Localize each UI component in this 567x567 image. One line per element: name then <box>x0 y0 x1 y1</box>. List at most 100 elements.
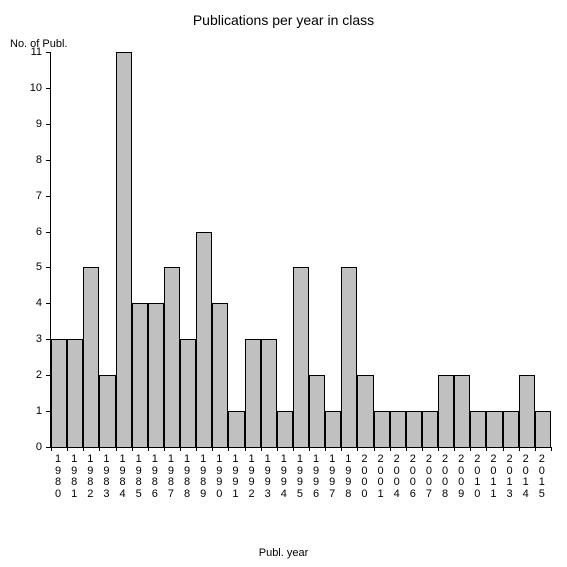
bar <box>132 303 148 447</box>
bar <box>196 232 212 447</box>
y-tick-label: 6 <box>36 226 42 238</box>
x-tick <box>422 447 423 451</box>
bar <box>486 411 502 447</box>
bar <box>83 267 99 447</box>
y-tick-label: 0 <box>36 441 42 453</box>
bar <box>470 411 486 447</box>
x-labels-group: 1980198119821983198419851986198719881989… <box>50 452 550 500</box>
bar <box>438 375 454 447</box>
y-tick-label: 10 <box>30 82 42 94</box>
x-tick <box>116 447 117 451</box>
x-tick <box>454 447 455 451</box>
x-tick-label: 2006 <box>405 452 421 500</box>
x-tick-label: 1991 <box>227 452 243 500</box>
x-tick-label: 1982 <box>82 452 98 500</box>
x-tick-label: 1990 <box>211 452 227 500</box>
y-tick-label: 8 <box>36 154 42 166</box>
bar <box>212 303 228 447</box>
x-tick-label: 2011 <box>485 452 501 500</box>
bar <box>180 339 196 447</box>
x-tick-label: 1988 <box>179 452 195 500</box>
x-tick-label: 1997 <box>324 452 340 500</box>
y-tick <box>46 339 51 340</box>
x-tick <box>83 447 84 451</box>
y-tick-label: 3 <box>36 333 42 345</box>
x-tick <box>325 447 326 451</box>
x-tick-label: 1993 <box>260 452 276 500</box>
x-tick <box>277 447 278 451</box>
y-tick-label: 5 <box>36 261 42 273</box>
bar <box>67 339 83 447</box>
chart-container: Publications per year in class No. of Pu… <box>0 0 567 567</box>
x-tick <box>486 447 487 451</box>
x-tick-label: 1987 <box>163 452 179 500</box>
y-tick-label: 1 <box>36 405 42 417</box>
bar <box>503 411 519 447</box>
x-tick-label: 2010 <box>469 452 485 500</box>
x-tick-label: 2008 <box>437 452 453 500</box>
y-tick <box>46 52 51 53</box>
bar <box>148 303 164 447</box>
x-tick <box>503 447 504 451</box>
x-tick <box>519 447 520 451</box>
x-tick <box>148 447 149 451</box>
x-tick <box>309 447 310 451</box>
bar <box>116 52 132 447</box>
y-tick <box>46 303 51 304</box>
bar <box>261 339 277 447</box>
x-tick-label: 1980 <box>50 452 66 500</box>
x-tick-label: 1995 <box>292 452 308 500</box>
x-tick-label: 1989 <box>195 452 211 500</box>
x-tick <box>212 447 213 451</box>
x-tick-label: 1996 <box>308 452 324 500</box>
bar <box>341 267 357 447</box>
x-tick <box>261 447 262 451</box>
bar <box>390 411 406 447</box>
x-tick-label: 1983 <box>98 452 114 500</box>
x-tick-label: 1985 <box>131 452 147 500</box>
y-tick-label: 9 <box>36 118 42 130</box>
x-tick-label: 1998 <box>340 452 356 500</box>
x-tick <box>245 447 246 451</box>
x-tick <box>99 447 100 451</box>
x-tick <box>196 447 197 451</box>
x-tick <box>293 447 294 451</box>
y-tick <box>46 124 51 125</box>
x-tick <box>341 447 342 451</box>
plot-area: 01234567891011 <box>50 52 551 448</box>
x-tick <box>228 447 229 451</box>
y-tick <box>46 411 51 412</box>
bar <box>99 375 115 447</box>
y-tick <box>46 88 51 89</box>
y-tick <box>46 267 51 268</box>
y-tick-label: 11 <box>31 46 42 58</box>
x-tick <box>551 447 552 451</box>
bar <box>535 411 551 447</box>
y-tick-label: 2 <box>36 369 42 381</box>
x-tick-label: 1984 <box>115 452 131 500</box>
bars-group <box>51 52 551 447</box>
y-tick <box>46 232 51 233</box>
x-tick-label: 2004 <box>389 452 405 500</box>
x-tick-label: 1992 <box>244 452 260 500</box>
y-tick-label: 7 <box>36 190 42 202</box>
bar <box>325 411 341 447</box>
x-tick-label: 2000 <box>356 452 372 500</box>
x-tick-label: 2015 <box>534 452 550 500</box>
x-axis-label: Publ. year <box>0 547 567 559</box>
x-tick <box>406 447 407 451</box>
bar <box>374 411 390 447</box>
chart-title: Publications per year in class <box>0 12 567 28</box>
x-tick-label: 1994 <box>276 452 292 500</box>
bar <box>164 267 180 447</box>
x-tick-label: 2014 <box>518 452 534 500</box>
x-tick <box>470 447 471 451</box>
x-tick-label: 2007 <box>421 452 437 500</box>
x-tick <box>164 447 165 451</box>
bar <box>454 375 470 447</box>
bar <box>228 411 244 447</box>
bar <box>519 375 535 447</box>
x-tick-label: 1981 <box>66 452 82 500</box>
x-tick <box>374 447 375 451</box>
bar <box>422 411 438 447</box>
